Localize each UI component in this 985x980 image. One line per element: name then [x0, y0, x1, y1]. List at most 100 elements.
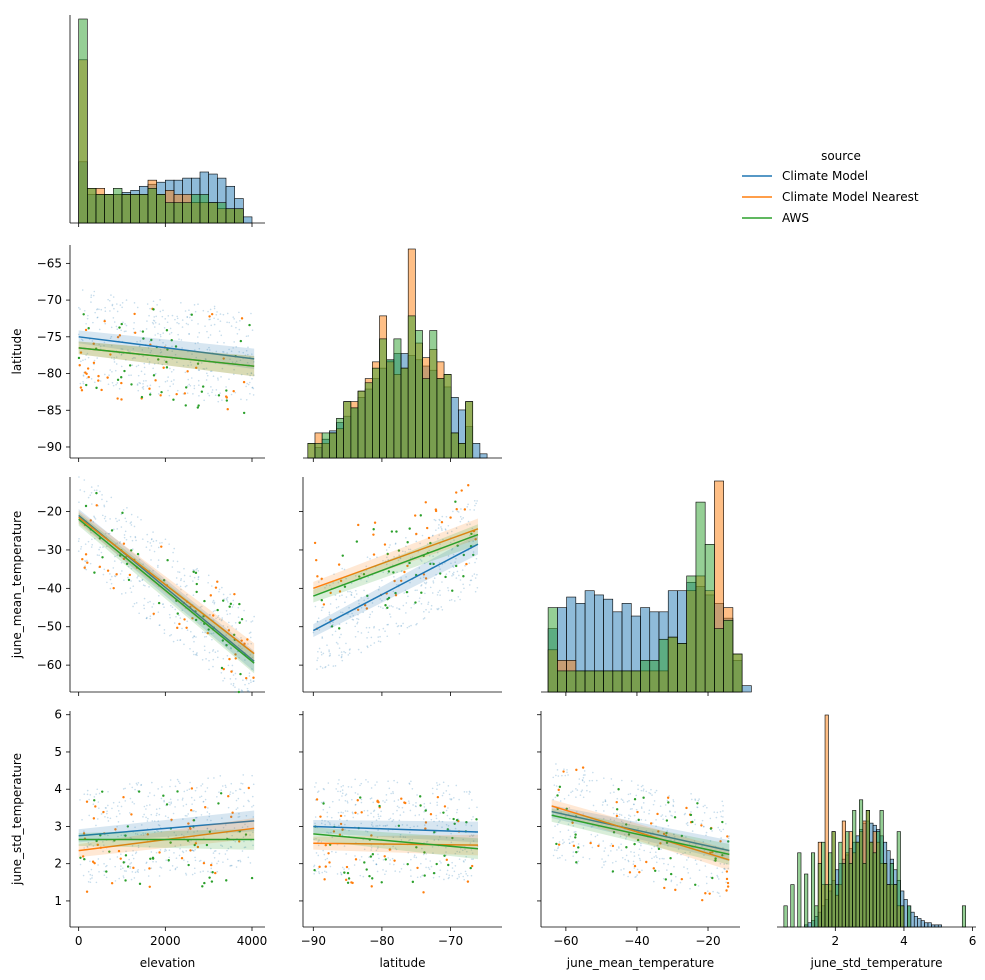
- scatter-point-climate-model: [429, 860, 432, 862]
- scatter-point-climate-model-nearest: [360, 811, 363, 814]
- scatter-point-climate-model: [103, 517, 106, 520]
- scatter-point-climate-model: [90, 486, 93, 488]
- scatter-point-climate-model: [115, 383, 117, 386]
- scatter-point-climate-model: [90, 301, 92, 303]
- scatter-point-climate-model-nearest: [315, 558, 318, 562]
- scatter-point-climate-model: [432, 580, 435, 582]
- scatter-point-climate-model: [445, 573, 448, 575]
- scatter-point-climate-model-nearest: [130, 813, 133, 816]
- scatter-point-climate-model-nearest: [85, 372, 88, 375]
- scatter-point-climate-model: [209, 370, 212, 373]
- scatter-point-climate-model: [458, 798, 460, 801]
- scatter-point-climate-model: [339, 790, 342, 793]
- scatter-point-climate-model: [186, 620, 189, 623]
- scatter-point-aws: [239, 339, 243, 343]
- scatter-point-climate-model-nearest: [339, 579, 343, 583]
- scatter-point-climate-model: [138, 580, 141, 582]
- scatter-point-climate-model-nearest: [106, 569, 110, 572]
- scatter-point-climate-model: [315, 782, 317, 784]
- scatter-point-climate-model: [201, 605, 203, 608]
- scatter-point-climate-model: [382, 559, 384, 562]
- scatter-point-climate-model: [129, 865, 132, 868]
- scatter-point-aws: [313, 868, 316, 872]
- scatter-point-climate-model: [158, 875, 161, 877]
- scatter-point-climate-model: [123, 330, 126, 333]
- histogram-bar: [886, 884, 891, 928]
- scatter-point-climate-model: [397, 799, 400, 801]
- scatter-point-climate-model: [243, 609, 245, 612]
- scatter-point-climate-model: [186, 385, 189, 387]
- scatter-point-climate-model-nearest: [315, 798, 319, 801]
- scatter-point-climate-model-nearest: [81, 855, 85, 858]
- scatter-point-climate-model: [405, 545, 407, 548]
- scatter-point-climate-model: [252, 387, 255, 390]
- scatter-point-climate-model: [197, 369, 200, 371]
- scatter-point-aws: [368, 874, 371, 878]
- scatter-point-climate-model: [137, 846, 140, 849]
- scatter-point-climate-model: [672, 799, 675, 801]
- scatter-point-climate-model: [129, 812, 131, 814]
- x-tick-label: −60: [553, 934, 578, 948]
- scatter-point-climate-model: [630, 780, 633, 782]
- scatter-point-climate-model: [225, 609, 228, 612]
- scatter-point-climate-model: [701, 819, 704, 822]
- scatter-point-climate-model: [435, 817, 438, 820]
- scatter-point-climate-model-nearest: [345, 865, 349, 869]
- scatter-point-climate-model-nearest: [109, 353, 112, 356]
- scatter-point-climate-model: [134, 536, 137, 539]
- scatter-point-climate-model-nearest: [393, 859, 396, 862]
- scatter-point-climate-model: [197, 575, 200, 578]
- scatter-point-climate-model: [247, 799, 249, 802]
- regression-latitude-vs-june_std_temperature: [313, 778, 479, 894]
- scatter-point-aws: [195, 590, 198, 594]
- scatter-point-climate-model-nearest: [222, 667, 225, 671]
- scatter-point-climate-model: [232, 599, 235, 602]
- scatter-point-climate-model: [104, 310, 107, 313]
- scatter-point-climate-model: [107, 298, 109, 301]
- histogram-bar: [893, 884, 898, 928]
- scatter-point-climate-model: [579, 794, 582, 796]
- scatter-point-climate-model: [205, 635, 208, 638]
- scatter-point-climate-model: [110, 344, 113, 347]
- scatter-point-climate-model: [152, 367, 154, 370]
- scatter-point-climate-model-nearest: [416, 866, 419, 870]
- scatter-point-climate-model: [191, 849, 194, 852]
- x-tick-label: −20: [695, 934, 720, 948]
- scatter-point-climate-model: [185, 803, 188, 806]
- scatter-point-climate-model: [177, 799, 179, 801]
- scatter-point-climate-model: [196, 567, 198, 570]
- scatter-point-aws: [394, 591, 397, 595]
- scatter-point-climate-model: [181, 609, 184, 612]
- scatter-point-climate-model: [331, 850, 333, 853]
- scatter-point-aws: [208, 876, 211, 879]
- scatter-point-climate-model: [476, 806, 478, 809]
- scatter-point-climate-model: [169, 327, 172, 330]
- scatter-point-climate-model: [138, 381, 141, 384]
- scatter-point-climate-model: [577, 850, 579, 853]
- scatter-point-climate-model: [203, 649, 206, 652]
- scatter-point-climate-model: [198, 369, 201, 371]
- scatter-point-climate-model: [360, 782, 363, 785]
- scatter-point-climate-model: [93, 290, 96, 293]
- scatter-point-climate-model: [82, 380, 84, 383]
- scatter-point-climate-model: [603, 864, 605, 866]
- scatter-point-climate-model: [104, 520, 107, 522]
- scatter-point-aws: [118, 326, 121, 329]
- scatter-point-climate-model: [337, 605, 340, 608]
- scatter-point-climate-model: [195, 810, 197, 813]
- scatter-point-climate-model: [244, 846, 247, 848]
- scatter-point-climate-model: [125, 324, 128, 327]
- scatter-point-climate-model: [369, 797, 372, 800]
- histogram-bar: [961, 905, 967, 928]
- scatter-point-climate-model: [125, 850, 127, 853]
- scatter-point-climate-model: [370, 812, 372, 815]
- scatter-point-climate-model: [215, 350, 218, 353]
- scatter-point-climate-model: [134, 535, 137, 538]
- histogram-bar: [415, 330, 423, 459]
- scatter-point-climate-model: [324, 858, 327, 861]
- scatter-point-climate-model: [146, 804, 148, 807]
- scatter-point-climate-model: [157, 594, 160, 597]
- scatter-point-climate-model-nearest: [85, 800, 89, 803]
- scatter-point-climate-model: [151, 321, 154, 324]
- scatter-point-climate-model: [90, 843, 92, 845]
